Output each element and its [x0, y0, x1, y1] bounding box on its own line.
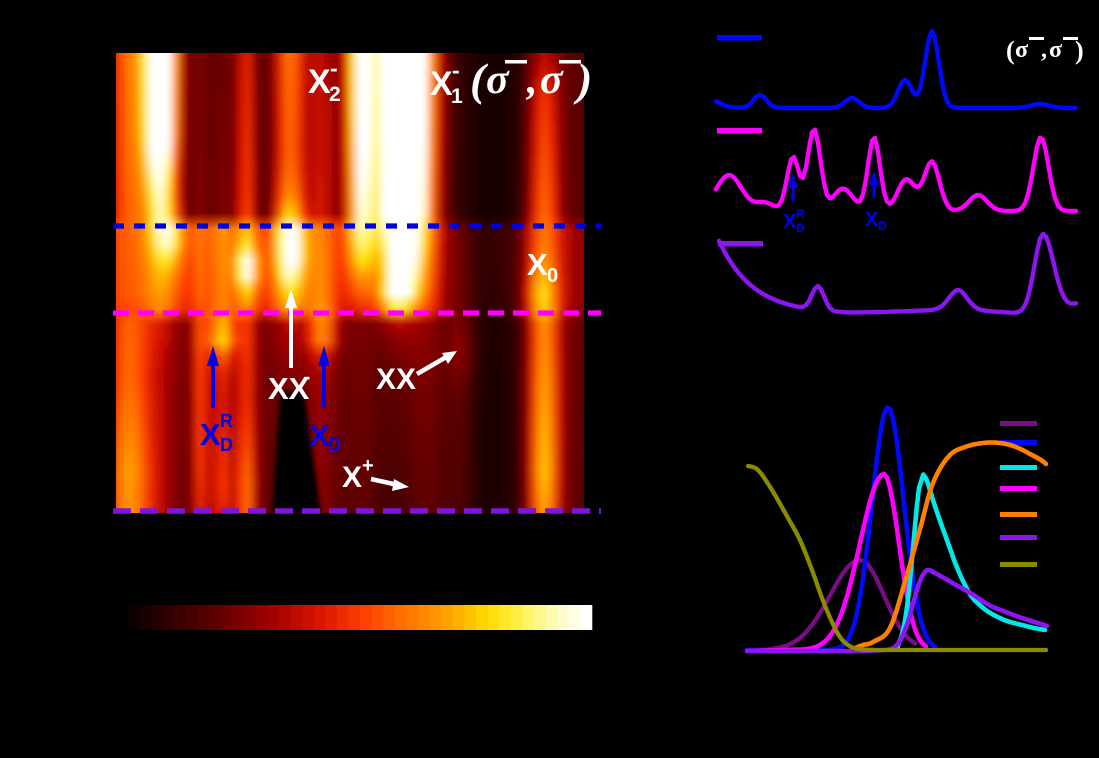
svg-text:X: X: [309, 418, 330, 453]
svg-text:): ): [1075, 36, 1084, 65]
svg-text:σ: σ: [540, 57, 564, 103]
svg-text:X: X: [200, 417, 221, 452]
svg-text:,: ,: [1041, 37, 1047, 63]
svg-text:D: D: [796, 221, 805, 235]
svg-text:(: (: [470, 54, 489, 105]
svg-text:XX: XX: [376, 363, 416, 396]
svg-text:R: R: [220, 411, 233, 431]
svg-text:X: X: [342, 461, 362, 494]
svg-text:X: X: [527, 247, 548, 282]
svg-text:-: -: [452, 57, 460, 83]
svg-text:-: -: [303, 364, 310, 389]
svg-text:σ: σ: [486, 57, 510, 103]
svg-text:1: 1: [451, 85, 463, 108]
svg-text:2: 2: [329, 83, 341, 106]
svg-text:+: +: [362, 455, 374, 477]
svg-text:D: D: [220, 435, 233, 455]
svg-text:R: R: [796, 207, 805, 221]
svg-text:D: D: [328, 435, 341, 455]
svg-text:X: X: [783, 211, 797, 233]
svg-text:X: X: [430, 65, 453, 103]
svg-text:,: ,: [526, 57, 538, 103]
svg-text:XX: XX: [268, 371, 310, 406]
svg-text:X: X: [308, 63, 331, 101]
svg-text:σ: σ: [1015, 37, 1028, 63]
svg-text:σ: σ: [1049, 37, 1062, 63]
svg-text:X: X: [865, 209, 879, 231]
svg-text:D: D: [878, 219, 887, 233]
svg-text:-: -: [330, 55, 338, 81]
svg-text:0: 0: [547, 265, 558, 287]
svg-text:): ): [573, 54, 592, 105]
svg-text:(: (: [1006, 36, 1015, 65]
